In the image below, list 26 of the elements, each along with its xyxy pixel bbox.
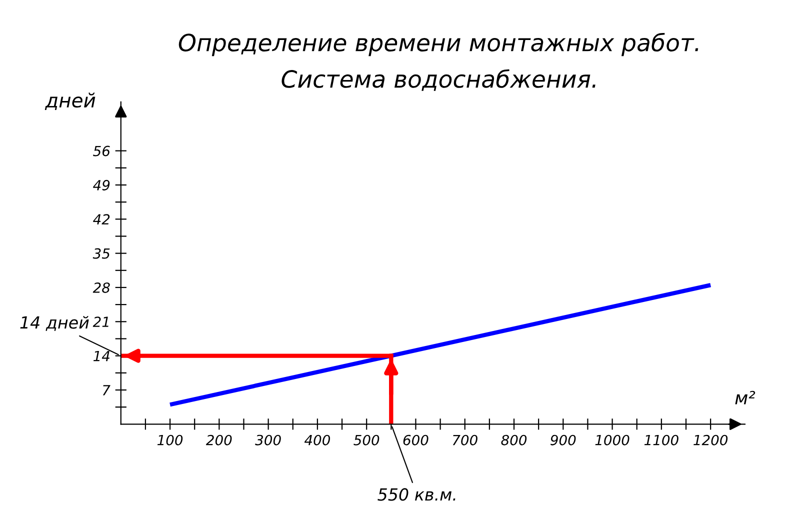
y-axis-title: дней — [44, 92, 96, 110]
y-tick-label: 14 — [93, 350, 110, 362]
ref-line-label: 550 кв.м. — [378, 488, 456, 501]
x-tick-label: 500 — [354, 434, 380, 446]
x-tick-label: 800 — [501, 434, 527, 446]
chart-title: Определение времени монтажных работ. — [178, 32, 698, 56]
x-tick-label: 1200 — [694, 434, 728, 446]
y-tick-label: 21 — [92, 316, 108, 327]
y-tick-label: 28 — [92, 282, 110, 293]
x-tick-label: 900 — [550, 434, 576, 446]
y-tick-label: 49 — [93, 180, 110, 190]
x-tick-label: 300 — [255, 434, 281, 446]
y-tick-label: 7 — [102, 385, 110, 396]
x-tick-label: 400 — [304, 434, 330, 446]
y-tick-label: 35 — [92, 248, 110, 259]
x-tick-label: 100 — [157, 434, 183, 446]
x-tick-label: 1100 — [644, 434, 678, 446]
y-tick-label: 42 — [93, 214, 110, 224]
ref-line-label: 14 дней — [20, 316, 89, 331]
chart-subtitle: Система водоснабжения. — [282, 69, 596, 91]
x-tick-label: 1000 — [595, 434, 630, 446]
x-tick-label: 700 — [452, 434, 478, 446]
y-tick-label: 56 — [93, 146, 110, 156]
x-axis-title: м² — [735, 390, 756, 404]
x-tick-label: 600 — [403, 434, 428, 446]
x-tick-label: 200 — [206, 434, 232, 446]
